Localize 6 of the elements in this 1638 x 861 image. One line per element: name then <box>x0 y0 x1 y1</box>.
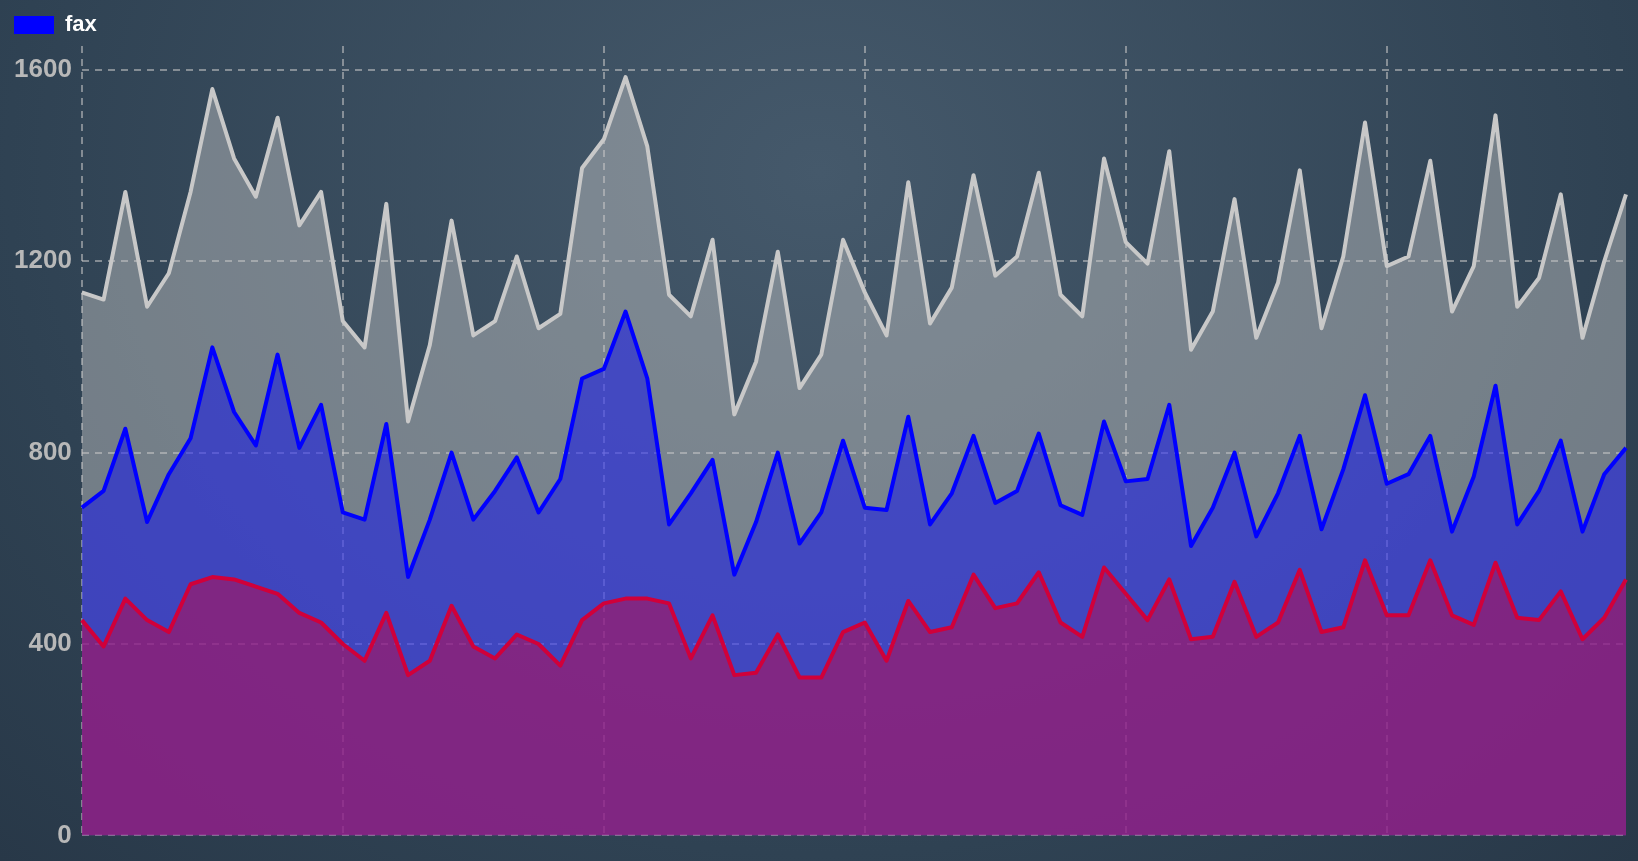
legend-label: fax <box>65 11 98 37</box>
y-tick-label: 0 <box>57 818 72 849</box>
y-tick-label: 1200 <box>14 244 72 275</box>
y-tick-label: 1600 <box>14 53 72 84</box>
y-tick-label: 400 <box>28 627 72 658</box>
y-tick-label: 800 <box>28 435 72 466</box>
